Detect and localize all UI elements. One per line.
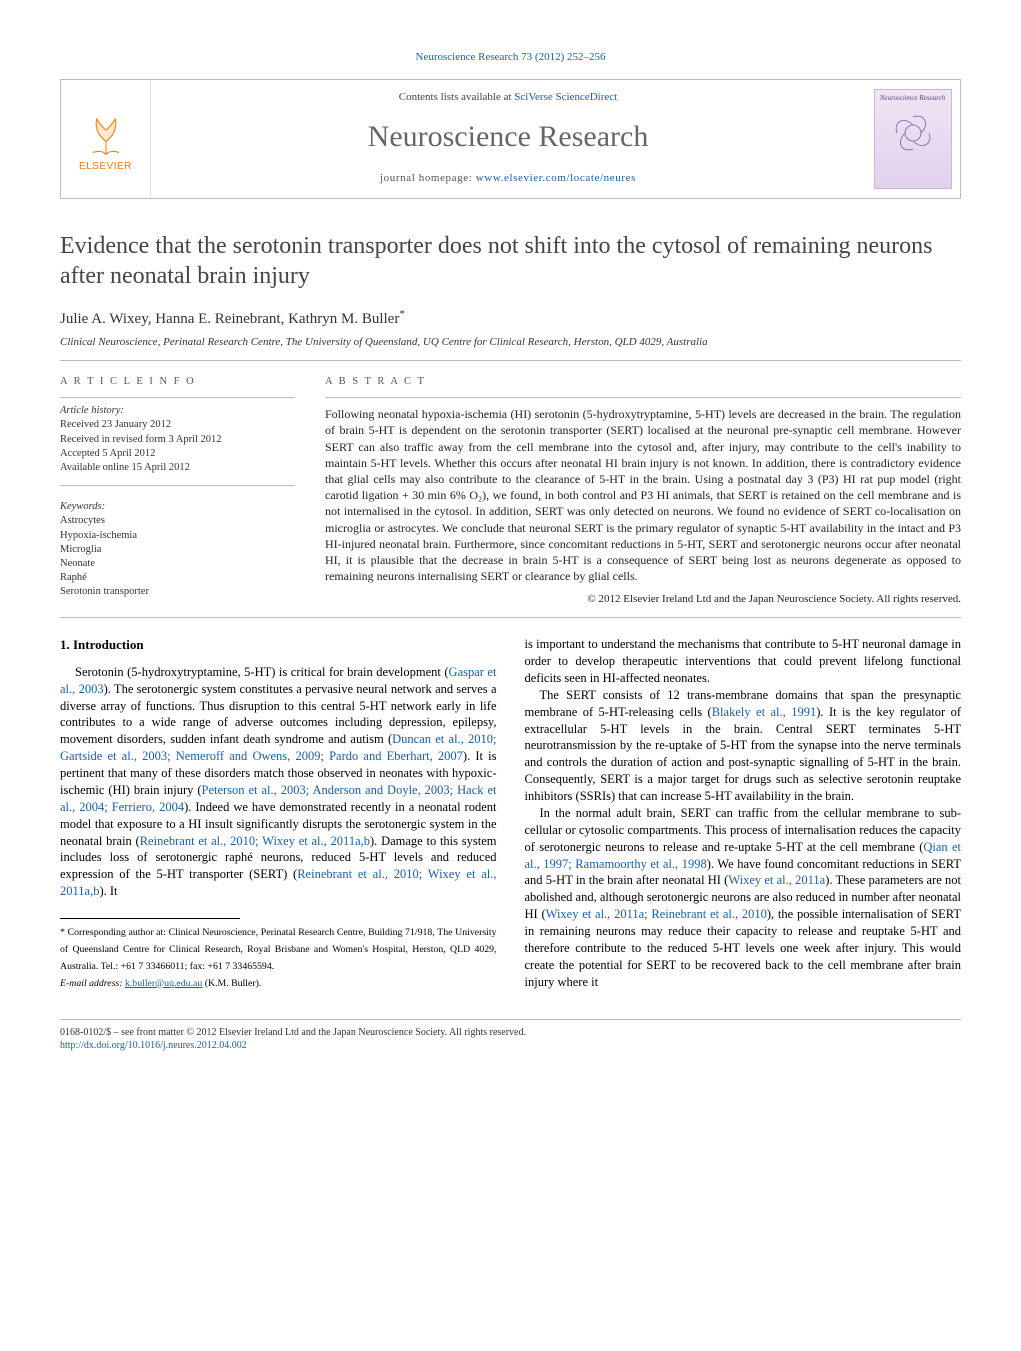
abstract-block: a b s t r a c t Following neonatal hypox… [325, 375, 961, 607]
masthead-center: Contents lists available at SciVerse Sci… [151, 80, 865, 198]
contents-line: Contents lists available at SciVerse Sci… [159, 90, 857, 105]
citation[interactable]: Wixey et al., 2011a; Reinebrant et al., … [546, 907, 767, 921]
elsevier-logo: ELSEVIER [71, 99, 141, 179]
authors: Julie A. Wixey, Hanna E. Reinebrant, Kat… [60, 307, 961, 329]
page: Neuroscience Research 73 (2012) 252–256 … [0, 0, 1021, 1093]
history-accepted: Accepted 5 April 2012 [60, 447, 295, 461]
doi-link[interactable]: http://dx.doi.org/10.1016/j.neures.2012.… [60, 1040, 247, 1051]
info-rule-1 [60, 397, 295, 398]
citation[interactable]: Blakely et al., 1991 [712, 705, 817, 719]
keyword: Neonate [60, 557, 295, 571]
email-label: E-mail address: [60, 978, 125, 989]
abstract-heading: a b s t r a c t [325, 375, 961, 389]
corresponding-footnote: * Corresponding author at: Clinical Neur… [60, 927, 497, 972]
corr-mark: * [399, 308, 405, 320]
publisher-logo-box: ELSEVIER [61, 80, 151, 198]
sciencedirect-link[interactable]: SciVerse ScienceDirect [514, 91, 617, 103]
elsevier-tree-icon [78, 104, 134, 160]
running-head: Neuroscience Research 73 (2012) 252–256 [60, 50, 961, 65]
bottom-bar: 0168-0102/$ – see front matter © 2012 El… [60, 1019, 961, 1053]
history-received: Received 23 January 2012 [60, 418, 295, 432]
body-para: In the normal adult brain, SERT can traf… [525, 805, 962, 991]
history-online: Available online 15 April 2012 [60, 461, 295, 475]
body-para: is important to understand the mechanism… [525, 636, 962, 687]
keywords-label: Keywords: [60, 500, 295, 514]
section-heading-intro: 1. Introduction [60, 636, 497, 654]
keyword: Microglia [60, 543, 295, 557]
journal-homepage-line: journal homepage: www.elsevier.com/locat… [159, 171, 857, 186]
keyword: Hypoxia-ischemia [60, 529, 295, 543]
affiliation: Clinical Neuroscience, Perinatal Researc… [60, 335, 961, 350]
cover-title: Neuroscience Research [880, 94, 945, 103]
homepage-label: journal homepage: [380, 172, 476, 184]
abstract-copyright: © 2012 Elsevier Ireland Ltd and the Japa… [325, 592, 961, 607]
journal-name: Neuroscience Research [159, 117, 857, 158]
body-columns: 1. Introduction Serotonin (5-hydroxytryp… [60, 636, 961, 990]
body-para: Serotonin (5-hydroxytryptamine, 5-HT) is… [60, 664, 497, 900]
meta-row: a r t i c l e i n f o Article history: R… [60, 375, 961, 607]
cover-thumb-box: Neuroscience Research [865, 80, 960, 198]
keyword: Astrocytes [60, 514, 295, 528]
divider-top [60, 360, 961, 361]
issn-line: 0168-0102/$ – see front matter © 2012 El… [60, 1026, 961, 1040]
divider-mid [60, 617, 961, 618]
citation[interactable]: Reinebrant et al., 2010; Wixey et al., 2… [140, 834, 370, 848]
homepage-link[interactable]: www.elsevier.com/locate/neures [476, 172, 636, 184]
corresponding-email-link[interactable]: k.buller@uq.edu.au [125, 978, 202, 989]
footnote-rule [60, 918, 240, 919]
cover-art-icon [883, 103, 943, 163]
keyword: Serotonin transporter [60, 585, 295, 599]
abstract-rule [325, 397, 961, 398]
keyword: Raphé [60, 571, 295, 585]
journal-cover-thumb: Neuroscience Research [874, 89, 952, 189]
publisher-name: ELSEVIER [79, 160, 132, 174]
author-list: Julie A. Wixey, Hanna E. Reinebrant, Kat… [60, 311, 399, 327]
info-rule-2 [60, 485, 295, 486]
running-head-ref: Neuroscience Research 73 (2012) 252–256 [416, 51, 606, 63]
body-para: The SERT consists of 12 trans-membrane d… [525, 687, 962, 805]
history-revised: Received in revised form 3 April 2012 [60, 433, 295, 447]
article-info-heading: a r t i c l e i n f o [60, 375, 295, 389]
contents-prefix: Contents lists available at [399, 91, 514, 103]
email-who: (K.M. Buller). [202, 978, 261, 989]
article-info-block: a r t i c l e i n f o Article history: R… [60, 375, 295, 607]
article-title: Evidence that the serotonin transporter … [60, 231, 961, 291]
email-footnote: E-mail address: k.buller@uq.edu.au (K.M.… [60, 978, 261, 989]
citation[interactable]: Wixey et al., 2011a [728, 873, 825, 887]
masthead: ELSEVIER Contents lists available at Sci… [60, 79, 961, 199]
history-label: Article history: [60, 404, 295, 418]
abstract-text: Following neonatal hypoxia-ischemia (HI)… [325, 406, 961, 584]
